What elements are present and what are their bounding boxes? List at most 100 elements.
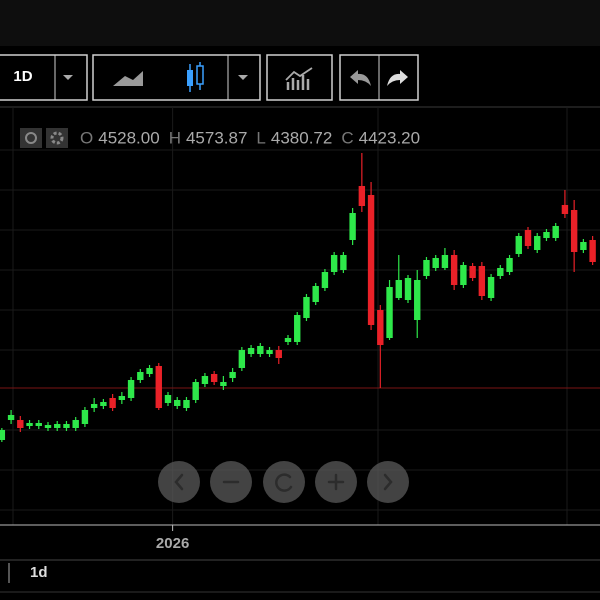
footer-interval[interactable]: 1d <box>30 564 48 581</box>
candle-body <box>44 425 52 428</box>
candle-body <box>54 424 61 428</box>
navigation <box>158 461 409 503</box>
legend-value: 4528.00 <box>98 128 159 147</box>
candle-body <box>349 213 356 240</box>
eye-icon <box>25 132 37 144</box>
dropdown-arrow[interactable] <box>238 75 248 80</box>
candle-body <box>312 286 319 302</box>
gear-icon <box>50 131 64 145</box>
interval-button[interactable] <box>0 54 88 101</box>
legend-key: L <box>256 128 265 147</box>
area-icon[interactable] <box>113 71 143 86</box>
candle-body <box>441 255 449 268</box>
candle-body <box>192 382 199 400</box>
candle-body <box>367 195 375 325</box>
candle-body <box>294 315 301 342</box>
toolbar: 1D <box>0 54 419 101</box>
candle-body <box>35 423 42 426</box>
icon <box>327 473 345 491</box>
candle-body <box>127 380 135 398</box>
indicators-icon[interactable] <box>285 67 313 90</box>
candle-body <box>72 420 79 428</box>
candle-body <box>432 258 439 268</box>
candle-body <box>340 255 347 270</box>
candle-icon[interactable] <box>187 62 204 92</box>
interval-label[interactable]: 1D <box>13 68 32 85</box>
candle-body <box>26 423 33 426</box>
legend-key: O <box>80 128 93 147</box>
legend-key: C <box>341 128 353 147</box>
icon <box>174 473 184 491</box>
candle-body <box>469 266 476 278</box>
legend-value: 4423.20 <box>359 128 420 147</box>
candle-body <box>201 376 209 384</box>
candle-body <box>506 258 513 272</box>
scroll-left[interactable] <box>158 461 200 503</box>
candle-body <box>423 260 430 276</box>
plot: 2026 <box>0 107 600 552</box>
candle-body <box>358 186 366 206</box>
settings-button[interactable] <box>46 128 68 148</box>
candle-body <box>377 310 384 345</box>
ohlc-legend: O 4528.00 H 4573.87 L 4380.72 C 4423.20 <box>80 128 420 147</box>
candle-body <box>414 280 421 320</box>
candle-body <box>266 350 273 354</box>
candle-body <box>7 415 15 420</box>
candle-body <box>330 255 338 272</box>
candle-body <box>460 265 467 285</box>
candle-body <box>118 396 126 400</box>
candle-body <box>450 255 458 285</box>
candle-body <box>183 400 190 408</box>
candle-body <box>247 348 255 354</box>
candle-body <box>17 420 24 428</box>
candle-body <box>478 266 486 296</box>
redo-icon[interactable] <box>387 70 408 86</box>
legend-key: H <box>169 128 181 147</box>
candle-body <box>284 338 292 342</box>
candle-body <box>552 226 559 238</box>
candle-body <box>137 372 144 380</box>
icon <box>383 473 393 491</box>
candle-body <box>155 366 162 408</box>
candle-body <box>174 400 181 406</box>
candle-body <box>146 368 153 374</box>
candle-body <box>515 236 522 254</box>
candle-body <box>589 240 596 262</box>
candle-body <box>303 297 310 318</box>
dropdown-arrow[interactable] <box>63 75 73 80</box>
indicators-button[interactable] <box>266 54 333 101</box>
legend-value: 4380.72 <box>271 128 332 147</box>
candle-body <box>275 350 282 358</box>
candle-body <box>395 280 402 298</box>
top-bar <box>0 0 600 46</box>
candle-body <box>570 210 578 252</box>
candle-body <box>524 230 532 246</box>
candle-body <box>90 404 98 408</box>
candle-body <box>543 232 550 238</box>
icon <box>275 473 293 492</box>
reset[interactable] <box>263 461 305 503</box>
candle-body <box>561 205 569 214</box>
x-tick-label: 2026 <box>156 535 189 552</box>
candle-body <box>109 398 116 408</box>
legend-value: 4573.87 <box>186 128 247 147</box>
eye-button[interactable] <box>20 128 42 148</box>
candle-body <box>534 236 541 250</box>
candle-body <box>229 372 236 378</box>
candle-body <box>238 350 246 368</box>
undo-icon[interactable] <box>350 70 371 86</box>
candle-body <box>210 374 218 382</box>
candle-body <box>220 382 227 386</box>
candle-body <box>580 242 587 250</box>
scroll-right[interactable] <box>367 461 409 503</box>
candle-body <box>487 277 495 298</box>
candle-body <box>404 278 412 300</box>
candle-body <box>81 410 89 424</box>
candle-body <box>164 395 172 403</box>
candle-body <box>257 346 264 354</box>
candle-body <box>63 424 70 428</box>
candle-body <box>386 287 393 338</box>
chart-type-button[interactable] <box>92 54 261 101</box>
